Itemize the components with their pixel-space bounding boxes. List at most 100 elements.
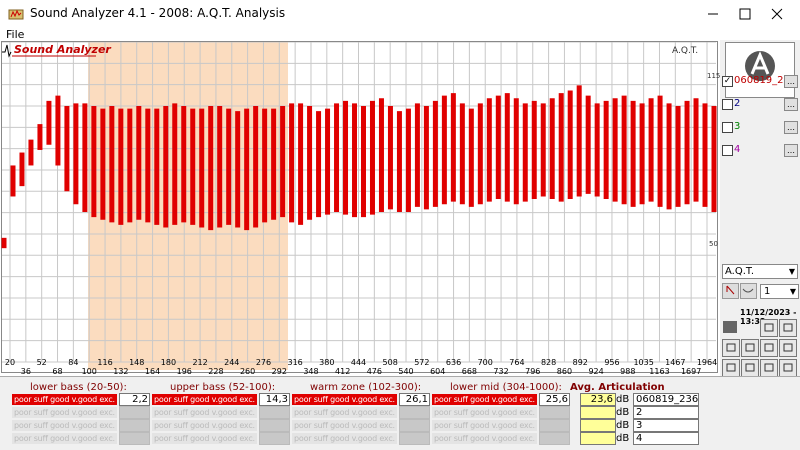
plot-border [1, 41, 718, 373]
mode-select[interactable]: A.Q.T. ▼ [722, 264, 798, 279]
band-value [119, 419, 150, 432]
avg-name: 060819_236_22 [633, 393, 699, 406]
avg-name: 3 [633, 419, 699, 432]
track-button[interactable]: … [784, 75, 798, 88]
tool-buttons[interactable] [722, 319, 800, 377]
x-tick-label: 540 [398, 367, 413, 376]
band-value [399, 432, 430, 445]
x-tick-label: 476 [367, 367, 382, 376]
band-value [119, 432, 150, 445]
track-checkbox[interactable] [722, 99, 733, 110]
x-tick-label: 1163 [649, 367, 669, 376]
x-tick-label: 1964 [697, 358, 717, 367]
avg-name: 4 [633, 432, 699, 445]
tool-button [779, 319, 797, 337]
rating-bar: poor suff good v.good exc. [292, 407, 397, 418]
band-value [119, 406, 150, 419]
x-tick-label: 444 [351, 358, 366, 367]
x-tick-label: 164 [145, 367, 160, 376]
track-button[interactable]: … [784, 121, 798, 134]
band-value: 2,2 [119, 393, 150, 406]
x-tick-label: 412 [335, 367, 350, 376]
track-name: 3 [734, 121, 741, 132]
track-button[interactable]: … [784, 144, 798, 157]
title-bar: Sound Analyzer 4.1 - 2008: A.Q.T. Analys… [0, 0, 800, 28]
rating-bar: poor suff good v.good exc. [432, 394, 537, 405]
x-tick-label: 732 [493, 367, 508, 376]
x-tick-label: 764 [509, 358, 524, 367]
avg-unit: dB [616, 433, 630, 444]
tool-button [760, 339, 778, 357]
tool-icon [783, 363, 793, 372]
avg-name: 2 [633, 406, 699, 419]
x-tick-label: 380 [319, 358, 334, 367]
axis-label: 115 [707, 72, 720, 80]
band-value: 14,3 [259, 393, 290, 406]
x-tick-label: 924 [588, 367, 603, 376]
spectrum-plot: Sound Analyzer A.Q.T. 115 50 20 52 84 116 148 180… [0, 40, 720, 376]
x-tick-label: 228 [208, 367, 223, 376]
band-value [539, 432, 570, 445]
tool-button [741, 339, 759, 357]
window-title: Sound Analyzer 4.1 - 2008: A.Q.T. Analys… [30, 6, 286, 20]
x-tick-label: 956 [604, 358, 619, 367]
x-tick-label: 636 [446, 358, 461, 367]
x-tick-label: 1697 [681, 367, 701, 376]
track-name: 060819_236_ [734, 75, 784, 86]
x-tick-label: 1467 [665, 358, 685, 367]
track-checkbox[interactable] [722, 145, 733, 156]
timestamp: 11/12/2023 - 13:33 [740, 308, 797, 326]
x-tick-label: 84 [68, 358, 78, 367]
x-tick-label: 1035 [633, 358, 653, 367]
x-tick-label: 604 [430, 367, 445, 376]
channel-select[interactable]: 1 ▼ [760, 284, 799, 299]
axis-label: 50 [709, 240, 718, 248]
menu-item[interactable]: File [6, 28, 25, 41]
x-tick-label: 276 [256, 358, 271, 367]
track-checkbox[interactable] [722, 122, 733, 133]
band-value: 26,1 [399, 393, 430, 406]
tool-icon [726, 343, 736, 352]
tool-button [722, 339, 740, 357]
x-tick-label: 860 [557, 367, 572, 376]
x-tick-label: 196 [177, 367, 192, 376]
band-title: lower mid (304-1000): [450, 382, 562, 393]
rating-bar: poor suff good v.good exc. [292, 394, 397, 405]
rating-bar: poor suff good v.good exc. [292, 433, 397, 444]
tool-icon [745, 343, 755, 352]
rating-bar: poor suff good v.good exc. [152, 420, 257, 431]
x-tick-label: 316 [287, 358, 302, 367]
band-value [399, 419, 430, 432]
avg-unit: dB [616, 407, 630, 418]
app-icon [8, 9, 24, 20]
track-button[interactable]: … [784, 98, 798, 111]
cursor-buttons[interactable] [722, 283, 758, 299]
tool-button [760, 359, 778, 377]
tool-icon [783, 323, 793, 332]
mode-label: A.Q.T. [672, 46, 698, 56]
window-controls[interactable] [690, 0, 800, 28]
tool-icon [745, 363, 755, 372]
avg-value: 23,6 [580, 393, 616, 406]
avg-unit: dB [616, 394, 630, 405]
x-tick-label: 148 [129, 358, 144, 367]
rating-bar: poor suff good v.good exc. [12, 433, 117, 444]
rating-bar: poor suff good v.good exc. [432, 420, 537, 431]
avg-value [580, 406, 616, 419]
x-tick-label: 52 [37, 358, 47, 367]
x-tick-label: 68 [52, 367, 62, 376]
avg-title: Avg. Articulation [570, 382, 665, 393]
x-tick-label: 116 [97, 358, 112, 367]
tool-button [760, 319, 778, 337]
x-tick-label: 180 [161, 358, 176, 367]
track-checkbox[interactable]: ✓ [722, 76, 733, 87]
tool-icon [783, 343, 793, 352]
print-icon [723, 321, 737, 333]
side-panel: A.Q.T.▼ 1▼ 11/12/2023 - 13:33 ✓060819_23… [720, 40, 800, 377]
track-name: 4 [734, 144, 741, 155]
band-value [259, 406, 290, 419]
rating-bar: poor suff good v.good exc. [292, 420, 397, 431]
tool-icon [764, 363, 774, 372]
x-tick-label: 100 [82, 367, 97, 376]
